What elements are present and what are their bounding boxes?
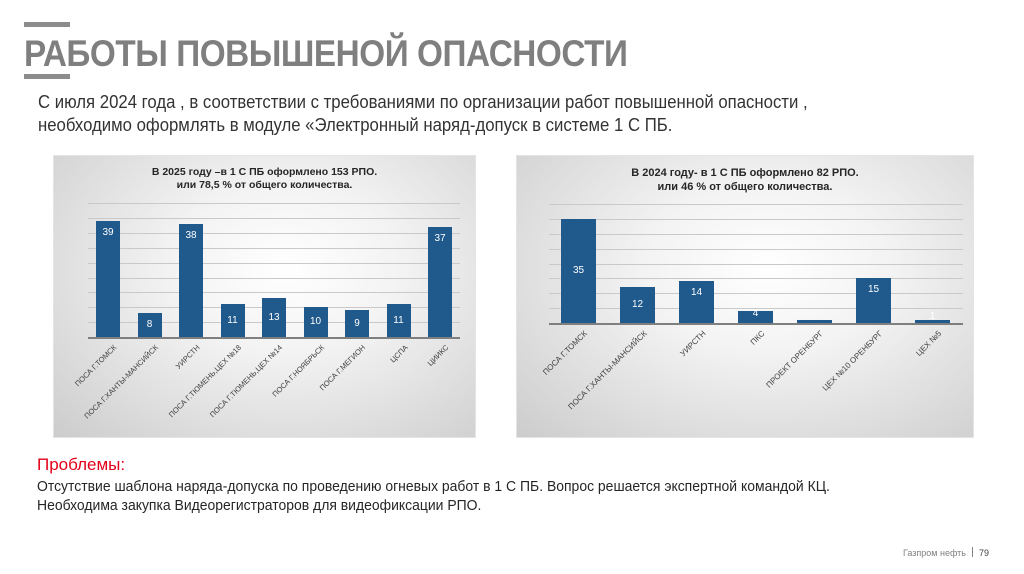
category-label: ПОСА Г.ТОМСК	[540, 329, 589, 377]
data-label: 4	[752, 308, 759, 319]
category-label: ЦЕХ №5	[913, 329, 943, 358]
gridline	[88, 278, 460, 279]
chart-title-line: или 46 % от общего количества.	[657, 181, 833, 193]
bar[interactable]: 9	[345, 310, 369, 337]
title-accent-bar-bottom	[24, 74, 70, 79]
data-label: 39	[102, 227, 114, 238]
gridline	[88, 292, 460, 293]
problem-item: Необходима закупка Видеорегистраторов дл…	[37, 497, 482, 514]
footer-divider	[971, 547, 973, 557]
gridline	[88, 233, 460, 234]
intro-line: необходимо оформлять в модуле «Электронн…	[38, 115, 673, 135]
bar[interactable]: 38	[179, 224, 203, 337]
data-label: 35	[572, 265, 585, 276]
bar[interactable]: 13	[262, 298, 286, 337]
bar[interactable]: 35	[561, 219, 596, 323]
gridline	[88, 218, 460, 219]
gridline	[549, 264, 963, 265]
data-label: 11	[393, 314, 404, 326]
data-label: 11	[227, 314, 238, 326]
data-label: 38	[185, 230, 197, 241]
gridline	[549, 219, 963, 220]
category-label: ПКС	[748, 329, 766, 347]
gridline	[549, 204, 963, 205]
category-label: УИРСТН	[677, 329, 708, 359]
footer: Газпром нефть 79	[903, 547, 989, 558]
category-label: УИРСТН	[173, 343, 202, 371]
problems-heading: Проблемы:	[37, 455, 126, 474]
gridline	[549, 278, 963, 279]
chart-title-line: В 2025 году –в 1 С ПБ оформлено 153 РПО.	[151, 166, 378, 178]
data-label: 13	[268, 311, 280, 323]
x-axis	[88, 337, 460, 339]
bar[interactable]: 1	[915, 311, 950, 323]
category-label: ПОСА Г.ТОМСК	[73, 343, 119, 389]
category-label: ПОСА Г.ТЮМЕНЬ,ЦЕХ №18	[166, 343, 243, 420]
bar[interactable]: 14	[679, 281, 714, 323]
intro-line: С июля 2024 года , в соответствии с треб…	[38, 92, 808, 112]
bar[interactable]: 37	[428, 227, 452, 337]
title-accent-bar-top	[24, 22, 70, 27]
gridline	[549, 308, 963, 309]
bar[interactable]: 11	[386, 304, 411, 337]
data-label: 10	[309, 316, 322, 327]
chart-title: В 2025 году –в 1 С ПБ оформлено 153 РПО.…	[54, 166, 475, 192]
bar[interactable]	[797, 320, 832, 323]
bar[interactable]: 10	[303, 307, 328, 337]
category-label: ЦСПА	[387, 343, 410, 365]
x-axis	[549, 323, 963, 325]
chart-2024: В 2024 году- в 1 С ПБ оформлено 82 РПО. …	[517, 156, 973, 437]
data-label: 14	[690, 287, 703, 298]
bar[interactable]: 39	[96, 221, 120, 337]
problem-item: Отсутствие шаблона наряда-допуска по про…	[37, 478, 830, 495]
category-label: ПОСА Г.ХАНТЫ-МАНСИЙСК	[81, 343, 160, 421]
intro-text: С июля 2024 года , в соответствии с треб…	[38, 91, 998, 137]
data-label: 1	[929, 311, 936, 322]
gridline	[549, 234, 963, 235]
chart-title-line: или 78,5 % от общего количества.	[176, 179, 353, 191]
chart-title-line: В 2024 году- в 1 С ПБ оформлено 82 РПО.	[631, 167, 859, 179]
data-label: 9	[354, 317, 360, 329]
gridline	[88, 248, 460, 249]
gridline	[549, 249, 963, 250]
category-label: ЦЕХ №10 ОРЕНБУРГ	[820, 329, 884, 393]
data-label: 15	[867, 284, 880, 295]
gridline	[88, 263, 460, 264]
data-label: 37	[434, 233, 446, 244]
bar[interactable]: 11	[220, 304, 245, 337]
problems-text: Отсутствие шаблона наряда-допуска по про…	[37, 477, 890, 515]
bar[interactable]: 15	[856, 278, 891, 323]
bar[interactable]: 4	[738, 308, 773, 323]
chart-title: В 2024 году- в 1 С ПБ оформлено 82 РПО. …	[517, 166, 973, 194]
data-label: 8	[146, 319, 153, 330]
category-label: ПРОЕКТ ОРЕНБУРГ	[763, 329, 825, 390]
gridline	[88, 203, 460, 204]
plot-area: 35 12 14 4 15 1	[549, 156, 963, 325]
plot-area: 39 8 38 11 13 10 9 11 37	[88, 156, 460, 339]
chart-2025: В 2025 году –в 1 С ПБ оформлено 153 РПО.…	[54, 156, 475, 437]
category-label: ЦИИКС	[425, 343, 451, 368]
category-label: ПОСА Г.МЕГИОН	[317, 343, 368, 393]
page-number: 79	[978, 548, 989, 558]
data-label: 12	[631, 299, 644, 310]
category-label: ПОСА Г.ТЮМЕНЬ,ЦЕХ №14	[207, 343, 285, 420]
gridline	[549, 293, 963, 294]
bar[interactable]: 12	[620, 287, 655, 323]
bar[interactable]: 8	[137, 313, 162, 337]
page-title: РАБОТЫ ПОВЫШЕНОЙ ОПАСНОСТИ	[24, 33, 628, 74]
company-name: Газпром нефть	[903, 548, 966, 558]
